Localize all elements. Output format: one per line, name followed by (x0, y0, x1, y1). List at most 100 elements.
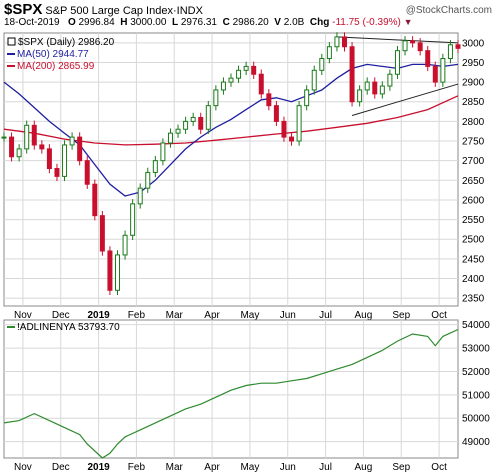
x-tick-label: Mar (166, 462, 184, 473)
candle-body (1, 136, 7, 139)
x-tick-label: 2019 (87, 310, 110, 321)
candle-body (220, 81, 226, 91)
y-tick-label: 2650 (462, 176, 485, 187)
breadth-panel: 49000 50000 51000 52000 53000 54000 Nov Dec 2019… (3, 319, 490, 473)
x-tick-label: Dec (52, 310, 70, 321)
candle-body (107, 250, 113, 291)
x-tick-label: Sep (392, 462, 410, 473)
x-tick-label: Dec (52, 462, 70, 473)
candle-body (394, 50, 400, 75)
candle-body (410, 40, 416, 44)
candle-body (99, 215, 105, 252)
change-label: Chg (309, 17, 330, 28)
low-label: L (171, 17, 179, 28)
candle-body (447, 44, 453, 60)
candle-body (417, 42, 423, 52)
x-tick-label: May (240, 310, 259, 321)
low-value: 2976.31 (180, 17, 217, 28)
candle-body (31, 124, 37, 146)
x-tick-label: Jul (319, 310, 332, 321)
candle-body (205, 105, 211, 130)
candle-body (273, 105, 279, 122)
candle-body (402, 40, 408, 52)
candle-body (69, 136, 75, 146)
candle-body (342, 36, 347, 48)
candle-body (130, 203, 136, 236)
candle-body (440, 58, 446, 83)
candle-body (16, 148, 22, 158)
x-tick-label: Aug (355, 310, 373, 321)
y-tick-label: 54000 (462, 320, 490, 331)
x-tick-label: Jun (280, 310, 296, 321)
quote-date: 18-Oct-2019 (4, 17, 60, 28)
y-tick-label: 2350 (462, 294, 485, 305)
y-tick-label: 2450 (462, 254, 485, 265)
trendline (336, 36, 459, 44)
x-tick-label: Oct (431, 462, 447, 473)
y-tick-label: 53000 (462, 344, 490, 355)
candle-body (175, 128, 181, 134)
volume-label: V (274, 17, 281, 28)
candle-body (372, 81, 378, 95)
x-tick-label: Sep (392, 310, 410, 321)
close-label: C (222, 17, 230, 28)
candle-body (77, 136, 83, 162)
candle-body (9, 136, 15, 158)
open-label: O (67, 17, 76, 28)
chart-header: $SPX S&P 500 Large Cap Index·INDX @StockC… (4, 0, 494, 32)
candle-body (183, 120, 189, 130)
high-value: 3000.00 (130, 17, 167, 28)
watermark: @StockCharts.com (405, 5, 492, 16)
x-tick-label: Feb (128, 310, 146, 321)
candle-body (349, 46, 355, 103)
down-triangle-icon: ▼ (403, 17, 413, 27)
y-tick-label: 51000 (462, 390, 490, 401)
candle-body (266, 93, 272, 107)
x-tick-label: Feb (128, 462, 146, 473)
plot-frame (3, 319, 459, 459)
legend-price-label: $SPX (Daily) 2986.20 (18, 37, 115, 48)
candle-body (304, 89, 310, 107)
legend-ma50-label: MA(50) 2944.77 (17, 49, 89, 60)
high-label: H (120, 17, 128, 28)
candle-body (62, 144, 68, 177)
close-value: 2986.20 (232, 17, 269, 28)
trendline (351, 83, 459, 116)
candle-body (190, 116, 196, 122)
candle-body (115, 254, 120, 291)
x-tick-label: Mar (166, 310, 184, 321)
candle-body (198, 116, 204, 130)
x-tick-label: Jun (280, 462, 296, 473)
candle-body (243, 65, 249, 71)
adline-series (3, 328, 459, 459)
y-tick-label: 2950 (462, 58, 485, 69)
candle-body (39, 144, 45, 150)
candle-body (379, 85, 385, 95)
y-tick-label: 2900 (462, 78, 485, 89)
x-tick-label: Aug (355, 462, 373, 473)
candle-body (160, 142, 166, 162)
y-tick-label: 49000 (462, 437, 490, 448)
candle-body (289, 136, 295, 142)
candle-body (319, 58, 325, 71)
x-tick-label: Oct (431, 310, 447, 321)
candle-body (213, 89, 219, 107)
candle-body (364, 81, 370, 91)
x-tick-label: Apr (204, 310, 220, 321)
exchange-separator: · (172, 5, 177, 17)
candle-body (122, 234, 128, 256)
volume-value: 2.0B (283, 17, 305, 28)
candle-body (326, 46, 332, 60)
y-tick-label: 2700 (462, 156, 485, 167)
candle-body (258, 73, 264, 95)
y-tick-label: 2800 (462, 117, 485, 128)
y-tick-label: 2750 (462, 137, 485, 148)
x-tick-label: May (240, 462, 259, 473)
y-tick-label: 2600 (462, 195, 485, 206)
candle-body (228, 77, 234, 83)
change-value: -11.75 (-0.39%) (332, 17, 401, 28)
candle-body (311, 69, 317, 91)
legend-candle-swatch (7, 37, 16, 46)
candle-body (46, 148, 52, 170)
